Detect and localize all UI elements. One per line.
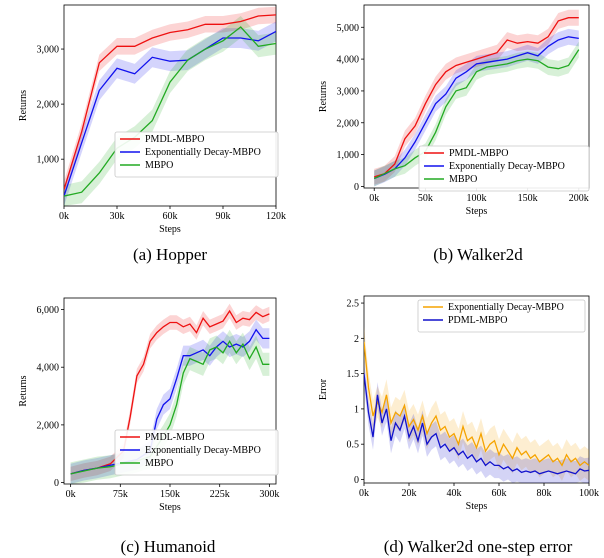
- x-tick-label: 0k: [369, 193, 379, 204]
- series-band: [364, 326, 589, 481]
- x-tick-label: 60k: [163, 211, 178, 222]
- panel-walker2d: 0k 50k 100k 150k 200k 0 1,000 2,000 3,000 4,000 5,…: [318, 4, 590, 264]
- y-axis-label: Returns: [318, 81, 329, 112]
- series-line: [373, 49, 580, 180]
- x-tick-label: 0k: [66, 489, 76, 500]
- x-tick-label: 200k: [569, 193, 589, 204]
- x-tick-label: 225k: [210, 489, 230, 500]
- series-band: [364, 360, 589, 483]
- y-tick-label: 6,000: [37, 305, 60, 316]
- legend-box: [417, 299, 586, 333]
- legend-label: MBPO: [145, 458, 173, 469]
- x-tick-label: 120k: [266, 211, 286, 222]
- panel-hopper: 0k 30k 60k 90k 120k 1,000 2,000 3,000 Steps Retur…: [18, 4, 286, 264]
- x-axis-label: Steps: [466, 206, 488, 217]
- y-tick-label: 1,000: [37, 155, 60, 166]
- y-tick-label: 1,000: [337, 150, 360, 161]
- panel-caption: (c) Humanoid: [121, 537, 216, 556]
- x-axis-label: Steps: [159, 224, 181, 235]
- legend-label: Exponentially Decay-MBPO: [145, 445, 261, 456]
- series-band: [70, 319, 270, 484]
- y-tick-label: 2: [354, 334, 359, 345]
- legend-label: Exponentially Decay-MBPO: [449, 161, 565, 172]
- series-line: [64, 26, 276, 197]
- x-tick-label: 0k: [59, 211, 69, 222]
- series-band: [70, 329, 270, 484]
- y-tick-label: 1.5: [347, 369, 360, 380]
- y-axis-label: Returns: [18, 90, 29, 121]
- y-tick-label: 4,000: [337, 55, 360, 66]
- series-line: [64, 14, 276, 190]
- legend-label: PMDL-MBPO: [449, 148, 508, 159]
- y-tick-label: 2,000: [37, 420, 60, 431]
- x-tick-label: 100k: [579, 488, 599, 499]
- legend-label: PMDL-MBPO: [145, 432, 204, 443]
- y-tick-label: 3,000: [337, 86, 360, 97]
- legend-label: MBPO: [449, 174, 477, 185]
- y-tick-label: 0: [54, 478, 59, 489]
- panel-walker2d-error: 0k 20k 40k 60k 80k 100k 0 0.5 1 1.5 2 2.5 Steps Error…: [318, 295, 599, 556]
- x-tick-label: 40k: [447, 488, 462, 499]
- panel-caption: (a) Hopper: [133, 245, 207, 264]
- series-line: [64, 30, 276, 197]
- y-tick-label: 5,000: [337, 23, 360, 34]
- x-tick-label: 30k: [110, 211, 125, 222]
- series-band: [374, 28, 579, 187]
- series-band: [70, 303, 270, 482]
- y-tick-label: 4,000: [37, 363, 60, 374]
- x-tick-label: 75k: [113, 489, 128, 500]
- y-tick-label: 2,000: [337, 118, 360, 129]
- x-axis-label: Steps: [159, 502, 181, 513]
- y-tick-label: 0.5: [347, 440, 360, 451]
- x-tick-label: 80k: [537, 488, 552, 499]
- panel-caption: (d) Walker2d one-step error: [384, 537, 573, 556]
- legend-label: MBPO: [145, 160, 173, 171]
- series-band: [64, 6, 276, 198]
- x-tick-label: 150k: [160, 489, 180, 500]
- legend-label: PDML-MBPO: [448, 315, 507, 326]
- x-tick-label: 0k: [359, 488, 369, 499]
- x-tick-label: 100k: [467, 193, 487, 204]
- legend-label: Exponentially Decay-MBPO: [145, 147, 261, 158]
- x-axis-label: Steps: [466, 501, 488, 512]
- panel-caption: (b) Walker2d: [433, 245, 523, 264]
- legend-label: PMDL-MBPO: [145, 134, 204, 145]
- y-axis-label: Returns: [18, 375, 29, 406]
- plot-frame: [363, 295, 590, 484]
- y-axis-label: Error: [318, 378, 329, 400]
- y-tick-label: 0: [354, 182, 359, 193]
- x-tick-label: 90k: [216, 211, 231, 222]
- series-line: [364, 341, 589, 467]
- legend-box: [418, 145, 590, 192]
- series-line: [364, 373, 589, 475]
- series-line: [374, 17, 579, 178]
- panel-humanoid: 0k 75k 150k 225k 300k 0 2,000 4,000 6,000 Steps Re…: [18, 297, 279, 556]
- x-tick-label: 300k: [259, 489, 279, 500]
- y-tick-label: 2.5: [347, 299, 360, 310]
- series-band: [374, 9, 579, 185]
- legend-box: [114, 131, 279, 178]
- y-tick-label: 2,000: [37, 100, 60, 111]
- x-tick-label: 60k: [492, 488, 507, 499]
- y-tick-label: 0: [354, 475, 359, 486]
- x-tick-label: 20k: [402, 488, 417, 499]
- series-line: [373, 36, 579, 180]
- legend-label: Exponentially Decay-MBPO: [448, 302, 564, 313]
- y-tick-label: 1: [354, 404, 359, 415]
- y-tick-label: 3,000: [37, 45, 60, 56]
- x-tick-label: 50k: [418, 193, 433, 204]
- legend-box: [114, 429, 279, 476]
- x-tick-label: 150k: [518, 193, 538, 204]
